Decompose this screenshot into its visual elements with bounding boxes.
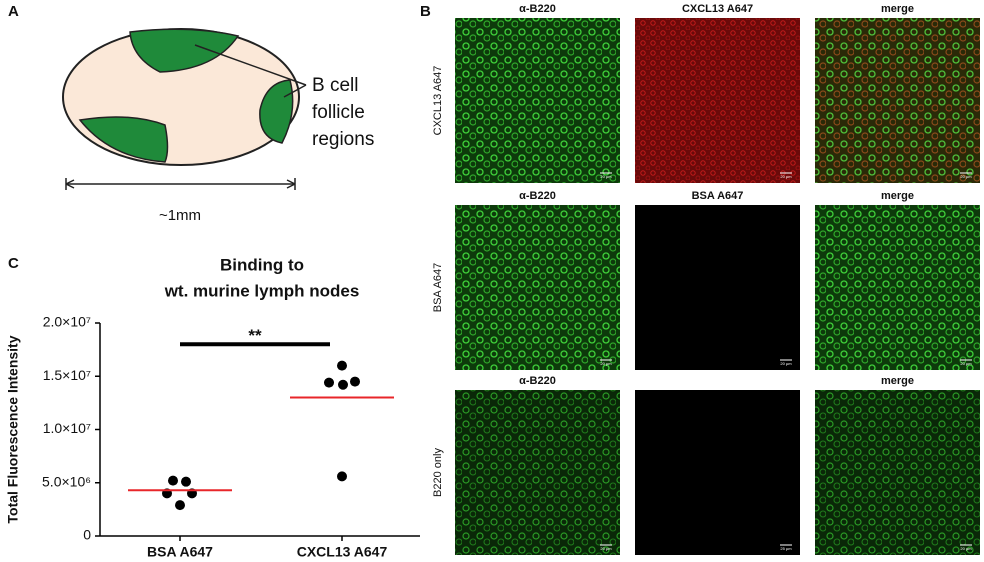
row-label: CXCL13 A647 [432, 66, 444, 136]
scale-label: 20 µm [960, 174, 972, 179]
data-point [168, 475, 178, 486]
column-header: merge [881, 190, 914, 202]
y-tick-label: 1.0×10⁷ [43, 420, 91, 436]
annotation: regions [312, 129, 374, 150]
x-tick-label: CXCL13 A647 [297, 544, 388, 560]
significance-label: ** [248, 326, 262, 345]
chart-title: Binding to [220, 255, 304, 274]
panel-c: C Binding to wt. murine lymph nodes Total F… [5, 255, 420, 560]
column-header: merge [881, 375, 914, 387]
follicle [78, 116, 169, 163]
row-label: BSA A647 [432, 263, 444, 313]
micrograph [815, 18, 980, 183]
scale-label: 20 µm [780, 174, 792, 179]
micrograph [455, 390, 620, 555]
scale-label: 20 µm [960, 361, 972, 366]
follicle [129, 28, 240, 73]
follicle [259, 79, 294, 144]
pointer [194, 44, 307, 86]
scale-label: 20 µm [960, 546, 972, 551]
scale-label: 20 µm [600, 546, 612, 551]
column-header: α-B220 [519, 190, 556, 202]
micrograph [635, 18, 800, 183]
scale-label: 25 µm [780, 546, 792, 551]
x-tick-label: BSA A647 [147, 544, 213, 560]
panel-label: B [420, 3, 431, 20]
data-point [337, 471, 347, 482]
scale-bar-ends [65, 178, 296, 190]
y-tick-label: 0 [83, 527, 91, 543]
chart-title: wt. murine lymph nodes [164, 281, 360, 300]
scale-label: 20 µm [600, 174, 612, 179]
panel-label: C [8, 255, 19, 272]
scale-label: 20 µm [780, 361, 792, 366]
y-tick-label: 2.0×10⁷ [43, 314, 91, 330]
column-header: α-B220 [519, 375, 556, 387]
micrograph [635, 390, 800, 555]
micrograph [455, 205, 620, 370]
data-point [324, 377, 334, 388]
y-tick-label: 1.5×10⁷ [43, 367, 91, 383]
scale-label: 20 µm [600, 361, 612, 366]
panel-label: A [8, 3, 19, 20]
column-header: CXCL13 A647 [682, 3, 753, 15]
panel-b: B CXCL13 A647 α-B220 20 µm CXCL13 A647 20 µm… [420, 3, 980, 555]
pointer [283, 84, 307, 98]
column-header: merge [881, 3, 914, 15]
column-header: BSA A647 [692, 190, 744, 202]
micrograph [635, 205, 800, 370]
annotation: follicle [312, 102, 365, 123]
data-point [175, 500, 185, 511]
scale-label: ~1mm [159, 207, 201, 224]
annotation: B cell [312, 75, 358, 96]
micrograph [815, 390, 980, 555]
data-point [181, 476, 191, 487]
micrograph [455, 18, 620, 183]
row-label: B220 only [432, 448, 444, 497]
data-point [337, 360, 347, 371]
micrograph [815, 205, 980, 370]
data-point [350, 376, 360, 387]
panel-a: A B cell follicle regions ~1mm [8, 3, 374, 224]
y-axis-label: Total Fluorescence Intensity [5, 335, 21, 523]
y-tick-label: 5.0×10⁶ [42, 473, 91, 489]
data-point [338, 379, 348, 390]
column-header: α-B220 [519, 3, 556, 15]
